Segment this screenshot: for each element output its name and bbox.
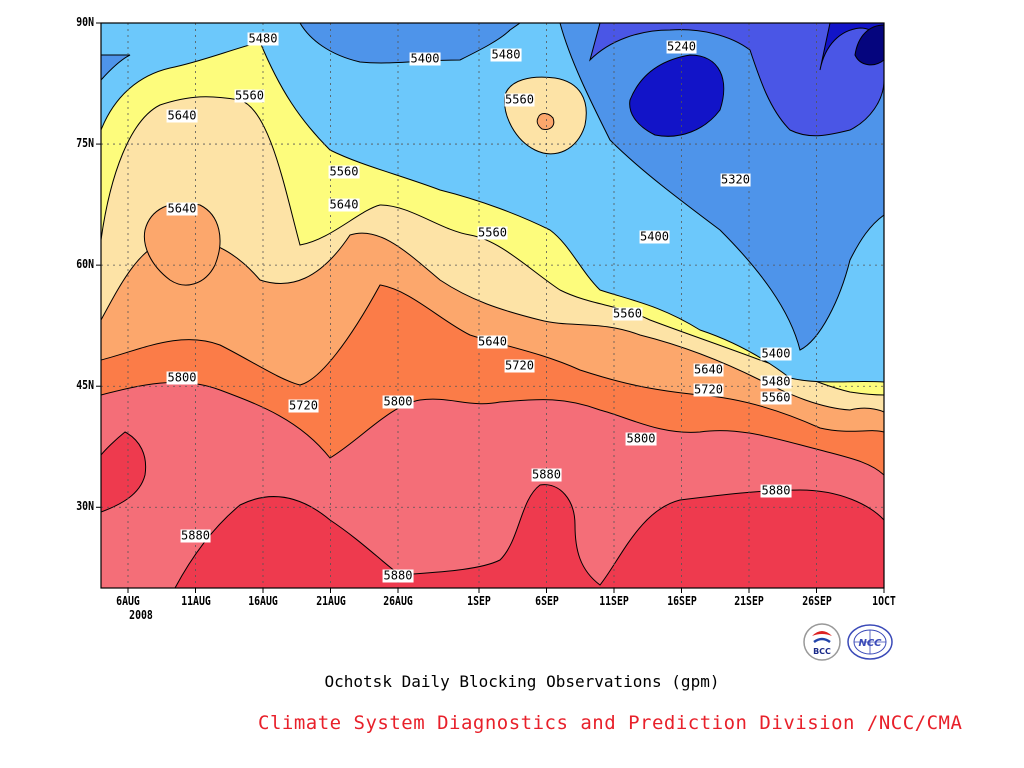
- y-tick-label: 75N: [76, 136, 94, 151]
- x-tick-label: 21AUG: [315, 594, 346, 608]
- contour-label: 5800: [625, 431, 657, 446]
- contour-label: 5480: [247, 31, 279, 46]
- contour-label: 5880: [180, 528, 211, 543]
- contour-label: 5560: [328, 164, 360, 179]
- bcc-logo-text: BCC: [813, 647, 831, 656]
- contour-label: 5640: [166, 108, 198, 123]
- fill-pocket-5880-bl: [174, 484, 884, 588]
- x-tick-label: 1OCT: [872, 594, 896, 608]
- fill-band-5240: [589, 23, 884, 137]
- x-tick-label: 26AUG: [383, 594, 413, 608]
- x-tick-label: 16AUG: [248, 594, 278, 608]
- contour-label: 5560: [504, 92, 535, 107]
- x-year-label: 2008: [129, 608, 153, 622]
- bcc-logo: BCC: [803, 623, 841, 661]
- contour-label: 5880: [760, 483, 792, 498]
- fill-pocket-5640: [536, 113, 555, 130]
- contour-label: 5640: [328, 197, 360, 212]
- contour-label: 5880: [531, 467, 562, 482]
- fill-pocket-5880-sw: [101, 431, 147, 513]
- ncc-logo: NCC: [847, 624, 893, 660]
- x-tick-label: 16SEP: [666, 594, 697, 608]
- x-tick-label: 11AUG: [180, 594, 211, 608]
- contour-label: 5480: [490, 47, 522, 62]
- axis-ticks: [96, 22, 885, 593]
- contour-label: 5560: [612, 306, 643, 321]
- x-tick-label: 26SEP: [801, 594, 832, 608]
- contour-label: 5480: [760, 374, 792, 389]
- contour-label: 5720: [693, 382, 724, 397]
- y-tick-label: 30N: [76, 499, 94, 514]
- contour-label: 5400: [760, 346, 792, 361]
- chart-title: Ochotsk Daily Blocking Observations (gpm…: [324, 672, 720, 691]
- credit-line: Climate System Diagnostics and Predictio…: [258, 712, 963, 734]
- contour-label: 5880: [382, 568, 414, 583]
- x-tick-label: 6AUG: [116, 594, 140, 608]
- y-tick-label: 45N: [76, 378, 94, 393]
- x-tick-label: 6SEP: [534, 594, 559, 608]
- contour-label: 5640: [693, 362, 724, 377]
- contour-label: 5320: [720, 172, 751, 187]
- contour-label: 5720: [504, 358, 535, 373]
- y-tick-label: 90N: [76, 15, 94, 29]
- x-tick-label: 1SEP: [467, 594, 491, 608]
- contour-label: 5560: [760, 390, 792, 405]
- contour-label: 5640: [477, 334, 508, 349]
- ncc-logo-text: NCC: [858, 638, 882, 649]
- contour-label: 5720: [288, 398, 319, 413]
- contour-label: 5400: [639, 229, 670, 244]
- plot-frame: [100, 22, 885, 589]
- contour-label: 5560: [234, 88, 265, 103]
- fill-band-5080: [854, 24, 884, 66]
- contour-label: 5400: [409, 51, 441, 66]
- contour-label: 5800: [382, 394, 414, 409]
- contour-label: 5800: [166, 370, 198, 385]
- contour-fills: [101, 23, 884, 588]
- x-tick-label: 21SEP: [734, 594, 764, 608]
- x-tick-label: 11SEP: [599, 594, 629, 608]
- contour-label: 5560: [477, 225, 508, 240]
- contour-label: 5640: [166, 201, 198, 216]
- contour-label: 5240: [666, 39, 697, 54]
- y-tick-label: 60N: [76, 257, 94, 272]
